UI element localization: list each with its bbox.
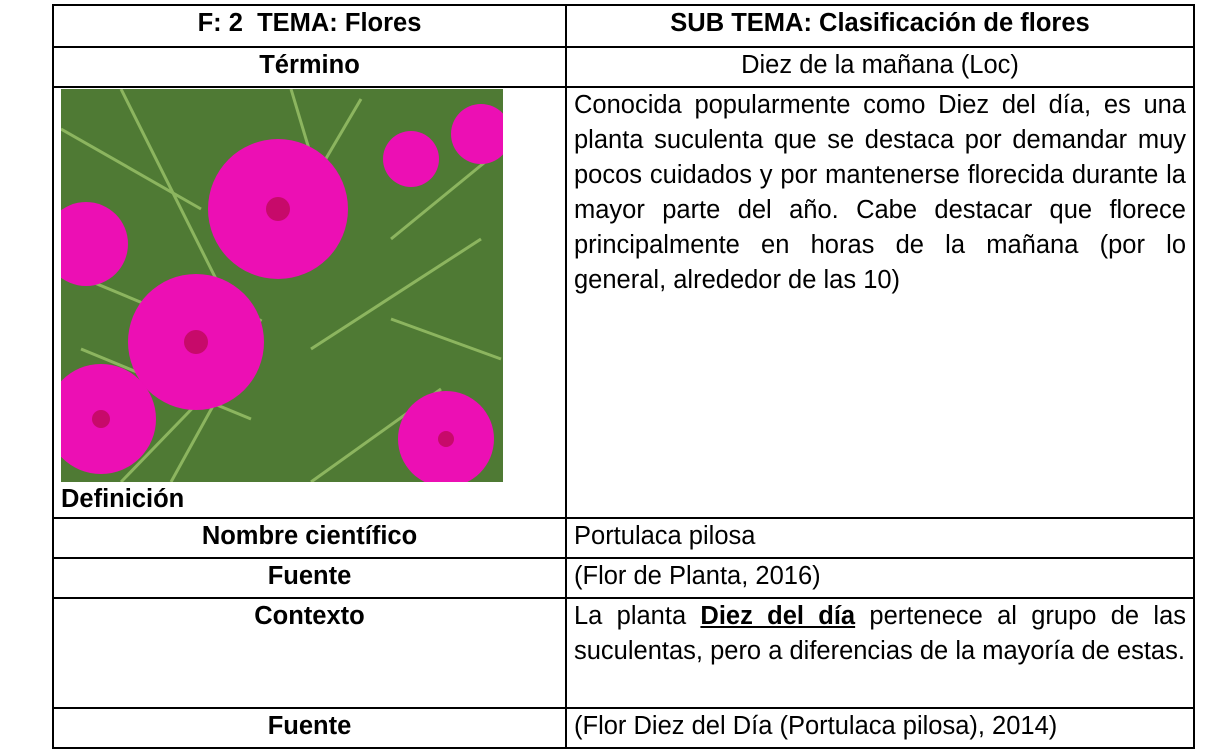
term-table: F: 2 TEMA: Flores SUB TEMA: Clasificació…	[52, 4, 1195, 749]
row: Nombre científico Portulaca pilosa	[52, 517, 1195, 559]
text: La planta	[574, 602, 701, 630]
value-cell: Diez de la mañana (Loc)	[565, 46, 1195, 88]
text: pertenece al grupo de las suculentas, pe…	[574, 602, 1187, 665]
label-cell: Fuente	[52, 557, 567, 599]
value-cell: La planta Diez del día pertenece al grup…	[565, 597, 1195, 709]
term: Diez del día	[700, 602, 856, 630]
row: Definición Conocida popularmente como Di…	[52, 86, 1195, 519]
value-cell: Portulaca pilosa	[565, 517, 1195, 559]
header-row: F: 2 TEMA: Flores SUB TEMA: Clasificació…	[52, 4, 1195, 48]
label-cell: Nombre científico	[52, 517, 567, 559]
row: Término Diez de la mañana (Loc)	[52, 46, 1195, 88]
value-cell: (Flor Diez del Día (Portulaca pilosa), 2…	[565, 707, 1195, 749]
row: Contexto La planta Diez del día pertenec…	[52, 597, 1195, 709]
value-cell: Conocida popularmente como Diez del día,…	[565, 86, 1195, 519]
row: Fuente (Flor de Planta, 2016)	[52, 557, 1195, 599]
label-cell: Fuente	[52, 707, 567, 749]
row: Fuente (Flor Diez del Día (Portulaca pil…	[52, 707, 1195, 749]
value-cell: (Flor de Planta, 2016)	[565, 557, 1195, 599]
label-cell: Contexto	[52, 597, 567, 709]
header-cell: SUB TEMA: Clasificación de flores	[565, 4, 1195, 48]
label-cell: Término	[52, 46, 567, 88]
header-cell: F: 2 TEMA: Flores	[52, 4, 567, 48]
label-cell: Definición	[52, 86, 567, 519]
flower-image	[61, 89, 503, 482]
label-text: Definición	[61, 485, 185, 513]
